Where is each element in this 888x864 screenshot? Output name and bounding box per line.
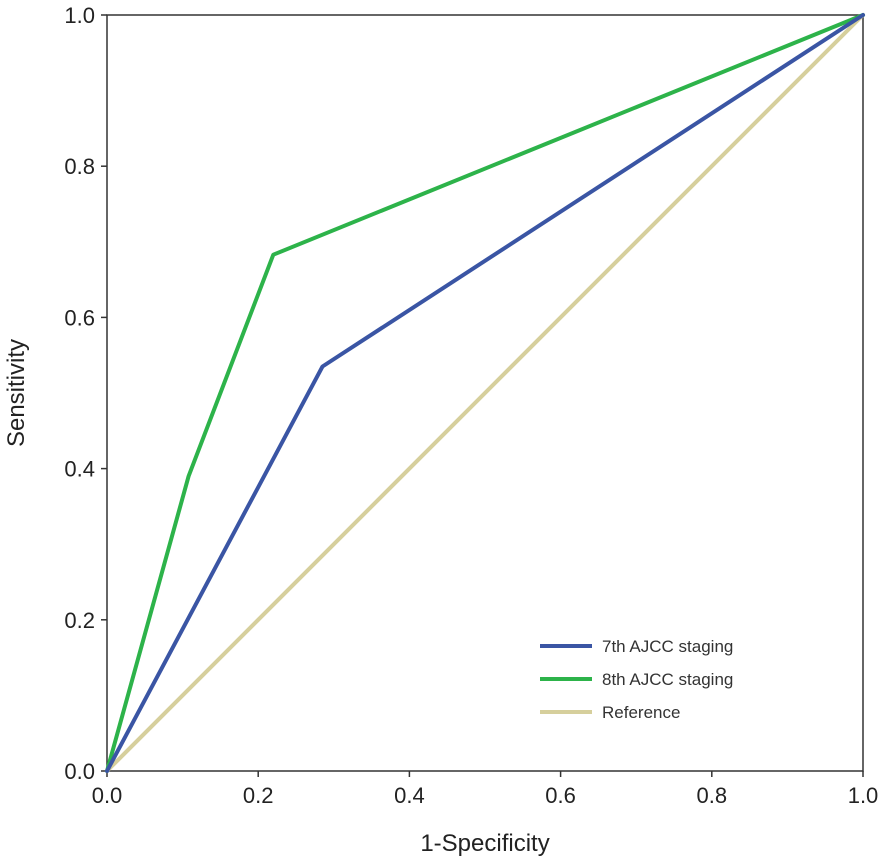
x-tick-label: 1.0 — [848, 783, 879, 808]
plot-frame — [106, 14, 864, 772]
legend-label-8th-ajcc-staging: 8th AJCC staging — [602, 670, 733, 689]
y-tick-label: 0.4 — [64, 457, 95, 482]
x-tick-label: 0.8 — [697, 783, 728, 808]
series-line-7th-ajcc-staging — [105, 13, 865, 773]
y-tick-label: 1.0 — [64, 3, 95, 28]
x-tick-label: 0.2 — [243, 783, 274, 808]
series-line-reference — [105, 13, 865, 773]
legend-label-reference: Reference — [602, 703, 680, 722]
series-lines — [105, 13, 865, 773]
x-axis-label: 1-Specificity — [420, 830, 549, 857]
series-line-8th-ajcc-staging — [105, 13, 865, 773]
y-axis-label: Sensitivity — [3, 339, 30, 447]
x-tick-label: 0.4 — [394, 783, 425, 808]
y-tick-label: 0.8 — [64, 154, 95, 179]
y-axis-ticks: 0.0 0.2 0.4 0.6 0.8 1.0 — [64, 3, 107, 784]
legend-label-7th-ajcc-staging: 7th AJCC staging — [602, 637, 733, 656]
y-tick-label: 0.0 — [64, 759, 95, 784]
x-tick-label: 0.6 — [545, 783, 576, 808]
x-tick-label: 0.0 — [92, 783, 123, 808]
x-axis-ticks: 0.0 0.2 0.4 0.6 0.8 1.0 — [92, 771, 879, 808]
legend: 7th AJCC staging 8th AJCC staging Referenc… — [540, 637, 733, 722]
y-tick-label: 0.2 — [64, 608, 95, 633]
y-tick-label: 0.6 — [64, 305, 95, 330]
